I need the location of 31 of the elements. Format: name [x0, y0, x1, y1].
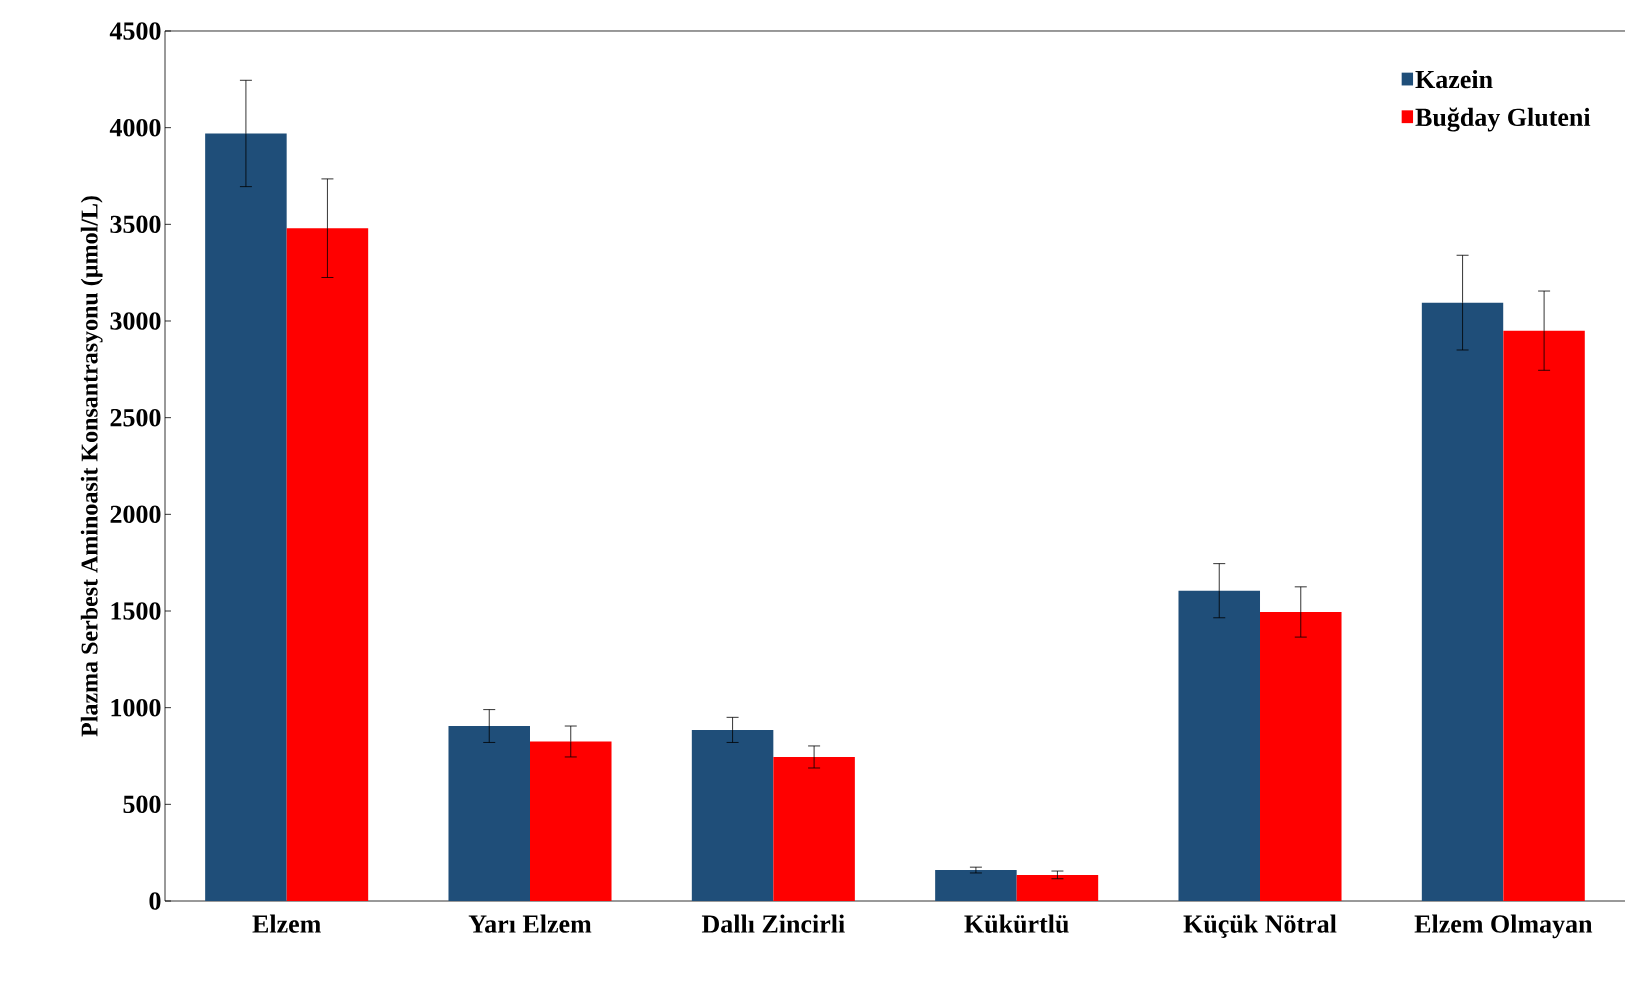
bar	[1016, 874, 1099, 901]
x-tick-label: Kükürtlü	[964, 914, 1069, 933]
y-tick-label: 1000	[111, 698, 161, 717]
y-tick-label: 4500	[109, 22, 161, 40]
legend-label: Buğday Gluteni	[1415, 107, 1591, 132]
bar	[286, 228, 369, 901]
bar	[1421, 302, 1504, 901]
y-tick-label: 500	[123, 795, 161, 814]
x-tick-label: Yarı Elzem	[468, 914, 592, 933]
x-tick-label: Elzem	[252, 914, 321, 933]
legend-label: Kazein	[1415, 70, 1493, 89]
bar	[1503, 330, 1585, 901]
bar	[773, 756, 855, 901]
y-tick-label: 2500	[110, 408, 161, 427]
bar	[1178, 590, 1261, 901]
y-tick-label: 4000	[109, 118, 161, 137]
y-axis-title: Plazma Serbest Aminoasit Konsantrasyonu (µmol/L)	[80, 196, 103, 737]
y-tick-label: 1500	[111, 602, 161, 620]
y-tick-label: 0	[149, 892, 161, 910]
bar	[205, 133, 287, 901]
y-tick-label: 3000	[110, 312, 161, 330]
bar	[530, 741, 612, 901]
y-tick-label: 3500	[110, 215, 161, 234]
bar	[1260, 611, 1342, 901]
x-tick-label: Küçük Nötral	[1183, 914, 1337, 938]
bar	[448, 726, 530, 901]
bar	[691, 729, 774, 901]
y-tick-label: 2000	[110, 505, 161, 524]
x-tick-label: Elzem Olmayan	[1414, 914, 1593, 939]
bar	[935, 870, 1017, 901]
x-tick-label: Dallı Zincirli	[701, 914, 845, 933]
